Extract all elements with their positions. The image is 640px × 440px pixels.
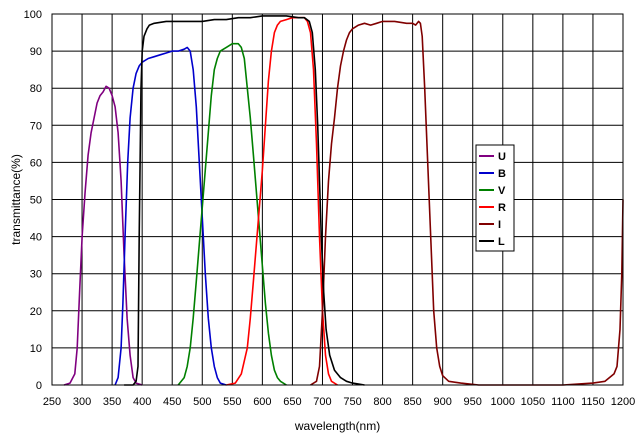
y-tick-label: 40: [30, 232, 42, 244]
y-tick-label: 90: [30, 46, 42, 58]
y-tick-label: 10: [30, 343, 42, 355]
y-tick-label: 20: [30, 306, 42, 318]
x-tick-label: 250: [43, 396, 61, 408]
x-tick-label: 500: [193, 396, 211, 408]
legend-label-b: B: [498, 168, 506, 180]
legend-label-i: I: [498, 219, 501, 231]
x-tick-label: 900: [434, 396, 452, 408]
x-tick-label: 300: [73, 396, 91, 408]
series-line-i: [310, 20, 624, 386]
legend-label-u: U: [498, 151, 506, 163]
y-tick-label: 50: [30, 195, 42, 207]
series-lines: [63, 15, 624, 386]
y-tick-label: 70: [30, 120, 42, 132]
x-tick-label: 950: [464, 396, 482, 408]
y-axis-title: transmittance(%): [9, 154, 23, 245]
series-line-v: [177, 42, 287, 386]
y-tick-label: 0: [36, 380, 42, 392]
x-tick-label: 750: [343, 396, 361, 408]
x-tick-label: 400: [133, 396, 151, 408]
series-line-r: [226, 16, 338, 386]
plot-area: [51, 13, 624, 386]
y-tick-label: 30: [30, 269, 42, 281]
x-tick-label: 1200: [611, 396, 635, 408]
x-tick-label: 350: [103, 396, 121, 408]
x-tick-label: 850: [403, 396, 421, 408]
x-tick-label: 550: [223, 396, 241, 408]
x-tick-label: 1150: [581, 396, 605, 408]
x-tick-label: 700: [313, 396, 331, 408]
x-tick-label: 650: [283, 396, 301, 408]
y-tick-label: 100: [24, 9, 42, 21]
legend-label-v: V: [498, 185, 506, 197]
legend-label-r: R: [498, 202, 506, 214]
y-tick-label: 80: [30, 83, 42, 95]
series-line-b: [114, 46, 227, 386]
tick-labels: 0 10 20 30 40 50 60 70 80 90 100 250 300 350 400 450 500…: [24, 9, 636, 408]
series-line-l: [124, 15, 365, 386]
x-axis-title: wavelength(nm): [294, 419, 380, 433]
x-tick-label: 600: [253, 396, 271, 408]
legend-label-l: L: [498, 236, 505, 248]
y-tick-label: 60: [30, 157, 42, 169]
legend-box: [475, 144, 515, 252]
x-tick-label: 450: [163, 396, 181, 408]
x-tick-label: 1050: [521, 396, 545, 408]
x-tick-label: 1000: [491, 396, 515, 408]
x-tick-label: 1100: [551, 396, 575, 408]
series-line-u: [63, 85, 143, 386]
x-tick-label: 800: [373, 396, 391, 408]
